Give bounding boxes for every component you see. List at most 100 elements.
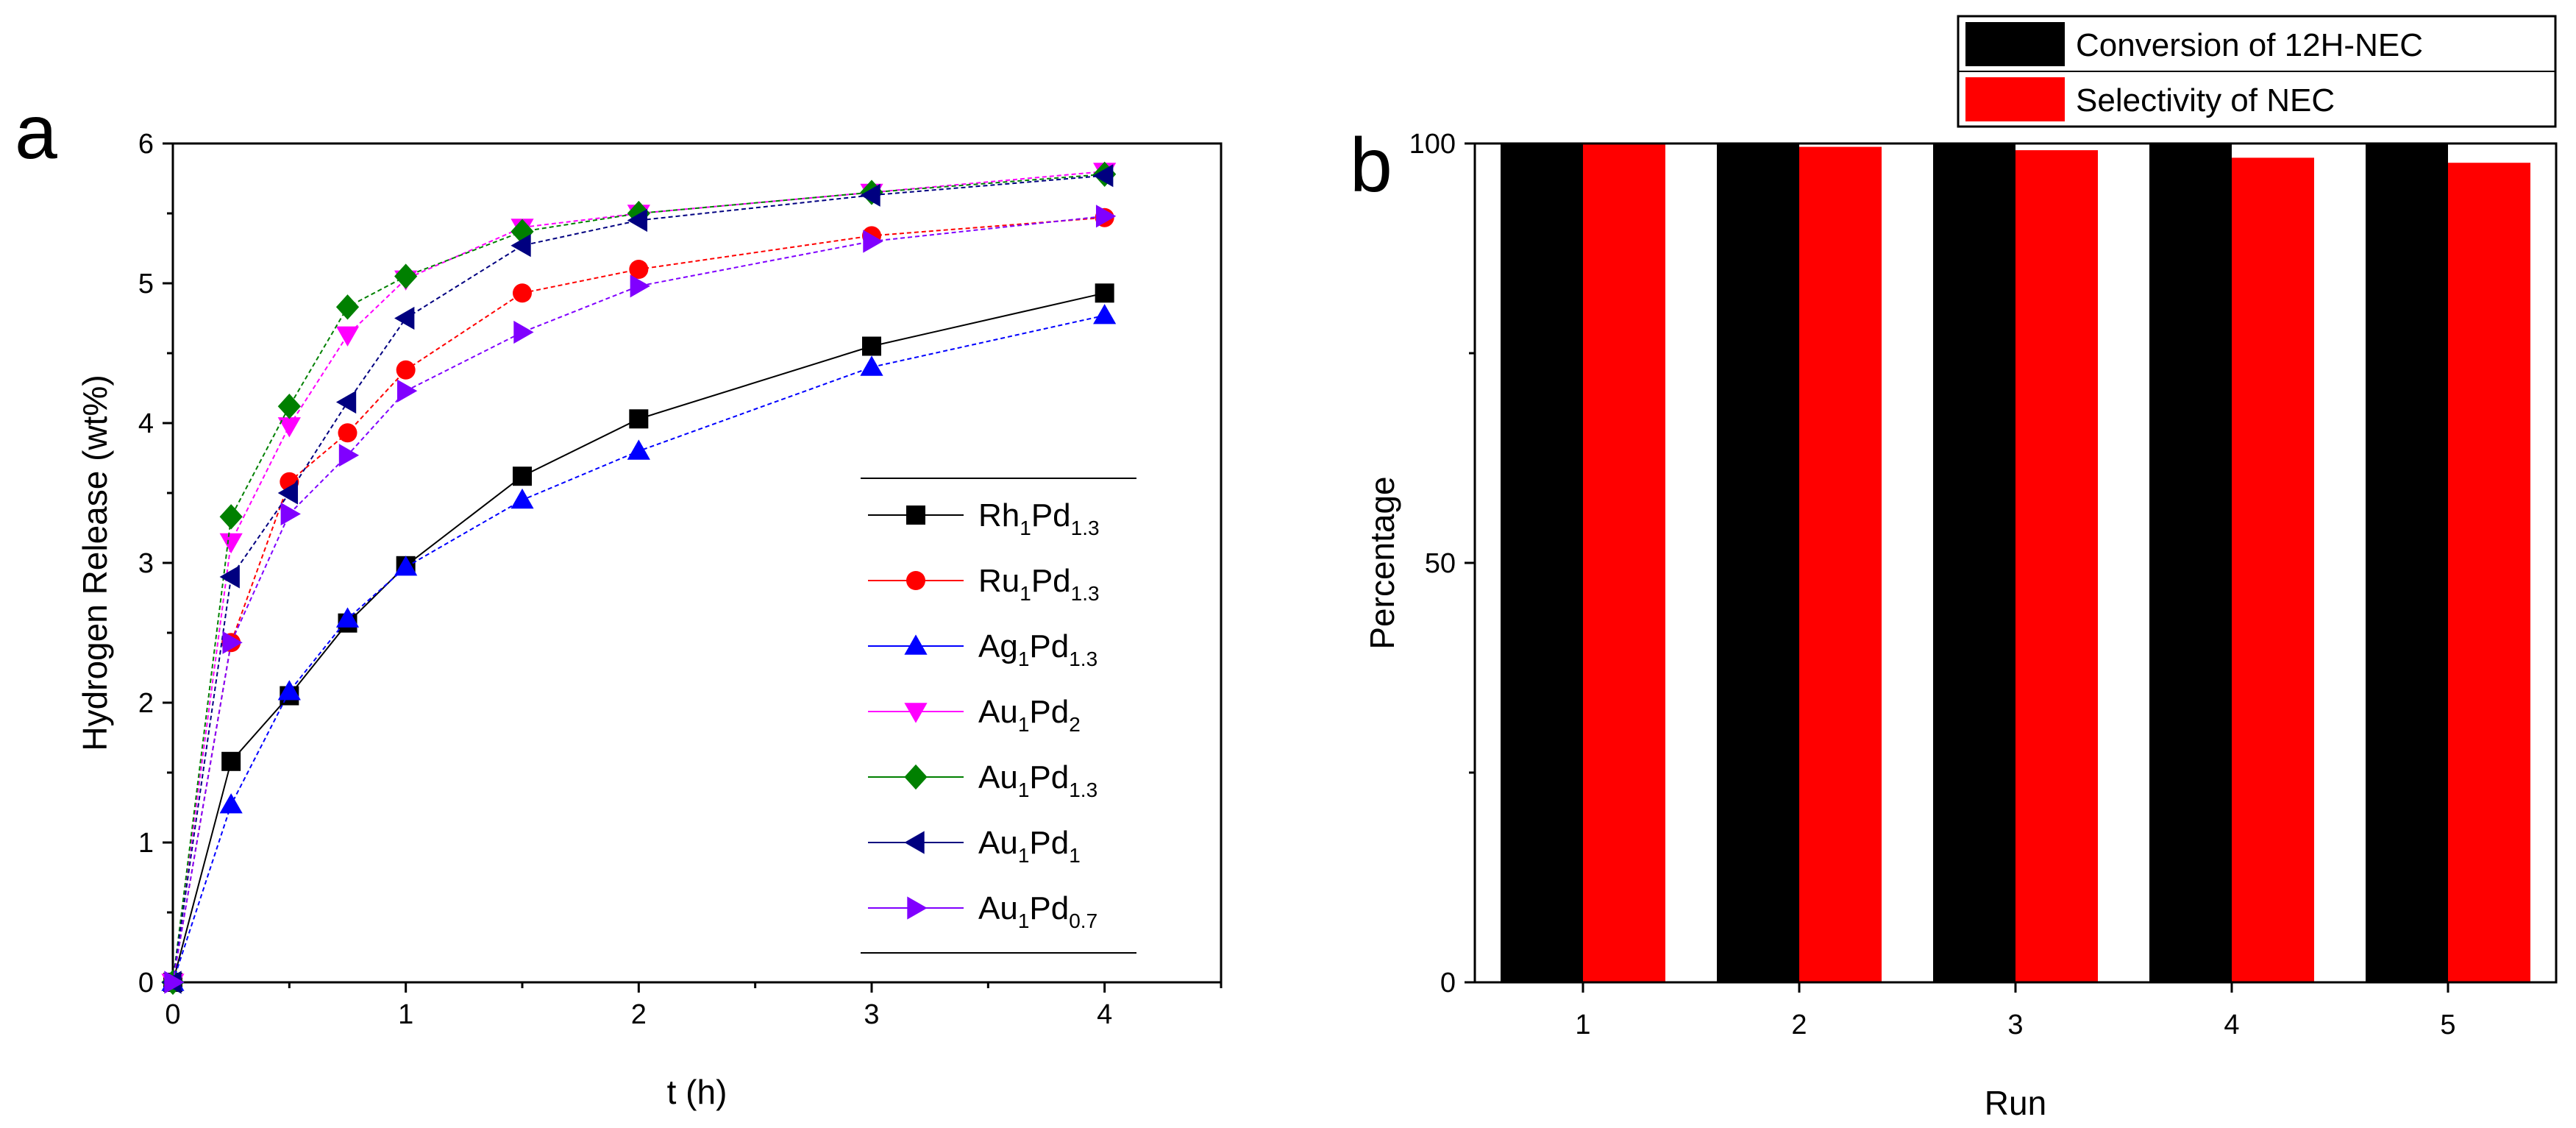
series-line-Au1Pd1	[172, 174, 1105, 983]
data-point-Au1Pd1	[860, 183, 880, 207]
data-point-Ag1Pd1.3	[1093, 304, 1117, 324]
bar-Conversion of 12H-NEC-run-3	[1933, 143, 2015, 982]
x-tick-label: 0	[165, 999, 180, 1030]
series-line-Au1Pd0.7	[172, 215, 1105, 983]
legend-label: Ru1Pd1.3	[978, 563, 1100, 605]
y-tick-label: 4	[138, 408, 154, 439]
data-point-Au1Pd1	[335, 390, 357, 414]
legend-marker	[907, 896, 928, 920]
bar-Selectivity of NEC-run-5	[2448, 163, 2530, 983]
data-point-Rh1Pd1.3	[513, 467, 532, 486]
data-point-Au1Pd1	[219, 565, 240, 589]
data-point-Au1Pd0.7	[338, 444, 360, 467]
data-point-Au1Pd0.7	[280, 502, 301, 526]
bar-Conversion of 12H-NEC-run-5	[2366, 143, 2448, 982]
y-tick-label: 6	[138, 129, 154, 160]
legend-label: Conversion of 12H-NEC	[2076, 27, 2423, 63]
data-point-Rh1Pd1.3	[629, 409, 649, 429]
data-point-Au1Pd1.3	[394, 263, 418, 289]
data-point-Ag1Pd1.3	[510, 488, 534, 509]
data-point-Au1Pd1	[510, 234, 531, 258]
data-point-Ru1Pd1.3	[396, 360, 416, 380]
legend-swatch	[1965, 22, 2065, 66]
data-point-Ag1Pd1.3	[627, 439, 650, 460]
data-point-Au1Pd1.3	[335, 294, 360, 320]
y-tick-label: 1	[138, 828, 154, 859]
legend-marker	[904, 703, 928, 723]
data-point-Ru1Pd1.3	[513, 283, 532, 303]
bar-Conversion of 12H-NEC-run-4	[2149, 143, 2232, 982]
legend-label: Selectivity of NEC	[2076, 82, 2335, 118]
data-point-Au1Pd0.7	[1095, 205, 1117, 228]
bar-Conversion of 12H-NEC-run-2	[1717, 143, 1799, 982]
x-axis-label: t (h)	[667, 1073, 727, 1111]
data-point-Au1Pd0.7	[863, 230, 883, 253]
legend-marker	[904, 634, 928, 655]
x-tick-label: 3	[864, 999, 879, 1030]
data-point-Au1Pd2	[219, 533, 243, 554]
y-tick-label: 3	[138, 548, 154, 579]
data-point-Au1Pd1	[627, 208, 648, 233]
data-point-Au1Pd0.7	[630, 274, 650, 298]
x-tick-label: 2	[1791, 1010, 1807, 1040]
bar-Conversion of 12H-NEC-run-1	[1501, 143, 1583, 982]
y-tick-label: 0	[138, 968, 154, 998]
series-line-Au1Pd2	[172, 171, 1105, 983]
legend-label: Rh1Pd1.3	[978, 497, 1100, 539]
y-tick-label: 50	[1425, 548, 1456, 579]
data-point-Rh1Pd1.3	[862, 336, 881, 356]
y-tick-label: 5	[138, 269, 154, 299]
data-point-Au1Pd1.3	[219, 504, 243, 530]
data-point-Rh1Pd1.3	[221, 751, 241, 771]
legend-label: Au1Pd0.7	[978, 890, 1097, 932]
data-point-Ag1Pd1.3	[219, 793, 243, 814]
legend-label: Ag1Pd1.3	[978, 628, 1097, 670]
y-tick-label: 100	[1409, 129, 1456, 160]
x-tick-label: 1	[1575, 1010, 1590, 1040]
data-point-Ag1Pd1.3	[335, 607, 360, 628]
bar-Selectivity of NEC-run-4	[2232, 157, 2314, 982]
x-tick-label: 4	[2224, 1010, 2239, 1040]
data-point-Rh1Pd1.3	[1095, 283, 1114, 303]
data-point-Ag1Pd1.3	[860, 355, 883, 376]
series-line-Ru1Pd1.3	[172, 216, 1105, 983]
x-tick-label: 2	[631, 999, 647, 1030]
series-line-Ag1Pd1.3	[172, 314, 1105, 983]
y-axis-label: Hydrogen Release (wt%)	[76, 375, 114, 751]
panel-b-letter: b	[1350, 123, 1392, 208]
data-point-Au1Pd0.7	[222, 631, 243, 654]
data-point-Au1Pd2	[277, 417, 301, 438]
bar-Selectivity of NEC-run-1	[1583, 143, 1665, 982]
data-point-Ag1Pd1.3	[277, 680, 301, 700]
legend-swatch	[1965, 77, 2065, 121]
legend-label: Au1Pd1.3	[978, 759, 1097, 801]
legend-label: Au1Pd1	[978, 825, 1081, 867]
data-point-Au1Pd0.7	[396, 379, 418, 402]
legend-marker	[904, 764, 928, 790]
bar-Selectivity of NEC-run-3	[2015, 150, 2098, 982]
data-point-Au1Pd1	[1093, 164, 1114, 188]
legend-marker	[904, 831, 925, 854]
y-tick-label: 0	[1440, 968, 1456, 998]
series-line-Au1Pd1.3	[172, 173, 1105, 983]
x-tick-label: 1	[398, 999, 413, 1030]
panel-a-letter: a	[15, 90, 57, 175]
data-point-Au1Pd1	[394, 306, 415, 330]
x-tick-label: 5	[2440, 1010, 2455, 1040]
panel-a-line-chart: a 0 1 2 3 4 0 1 2 3 4 5 6 t (h) Hydrogen Release (wt%)…	[15, 90, 1223, 1111]
data-point-Ru1Pd1.3	[338, 423, 357, 443]
data-point-Ru1Pd1.3	[629, 260, 649, 279]
data-point-Au1Pd1.3	[627, 200, 650, 227]
legend-marker	[906, 571, 925, 590]
data-point-Ag1Pd1.3	[394, 556, 418, 576]
legend-label: Au1Pd2	[978, 694, 1081, 736]
y-axis-label: Percentage	[1363, 476, 1401, 649]
x-tick-label: 3	[2007, 1010, 2023, 1040]
x-tick-label: 4	[1097, 999, 1112, 1030]
legend-marker	[906, 506, 925, 525]
data-point-Au1Pd0.7	[164, 971, 185, 994]
y-tick-label: 2	[138, 688, 154, 719]
x-axis-label: Run	[1985, 1084, 2046, 1122]
